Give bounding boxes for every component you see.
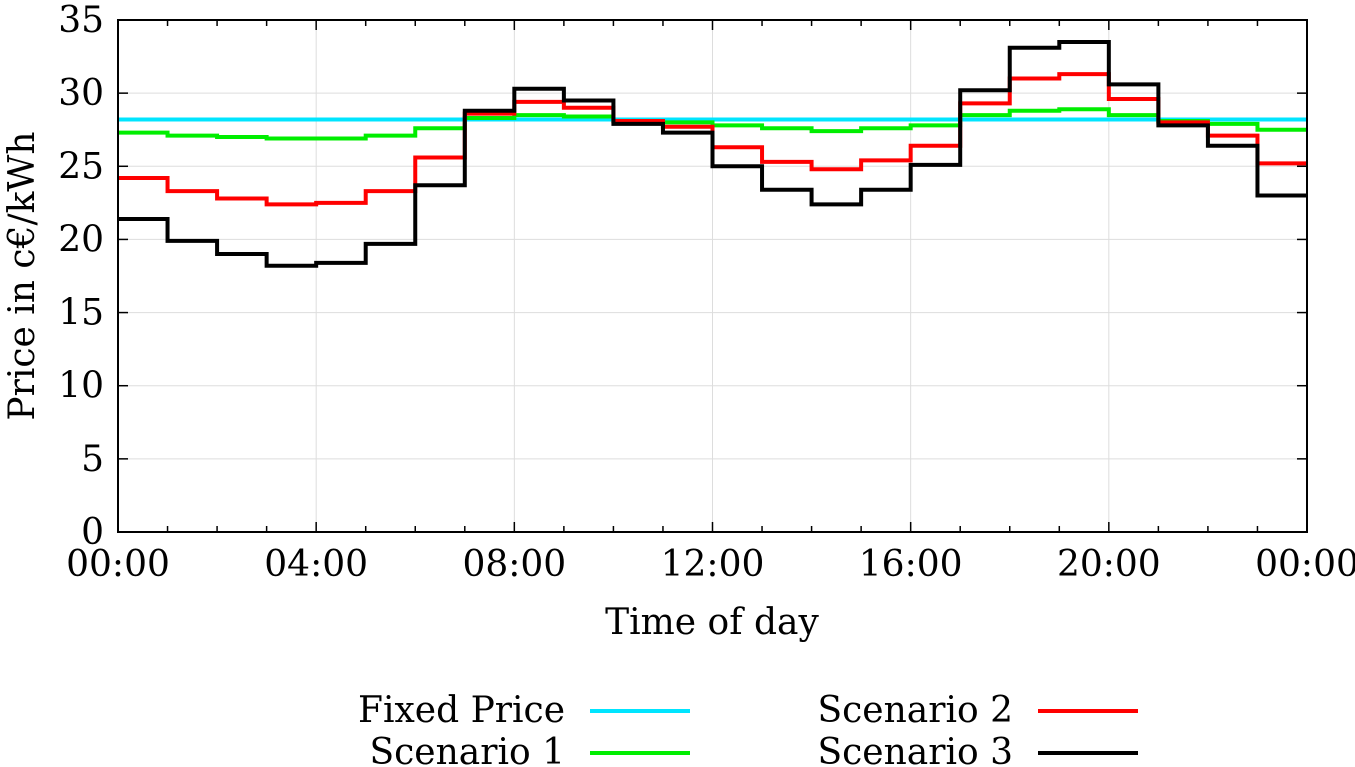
legend-label-scenario-1: Scenario 1 — [369, 732, 565, 767]
x-tick-label: 12:00 — [661, 544, 765, 585]
axis-tick-labels: 00:00 04:00 08:00 12:00 16:00 20:00 00:0005101… — [58, 0, 1355, 585]
series-line-scenario-3 — [118, 39, 1307, 268]
grid-lines — [118, 20, 1307, 532]
y-tick-label: 10 — [58, 366, 104, 407]
x-axis-title: Time of day — [605, 602, 819, 643]
y-tick-label: 25 — [58, 146, 104, 187]
y-tick-label: 15 — [58, 293, 104, 334]
y-tick-label: 20 — [58, 219, 104, 260]
x-tick-label: 04:00 — [264, 544, 368, 585]
y-tick-label: 30 — [58, 73, 104, 114]
x-tick-label: 08:00 — [462, 544, 566, 585]
legend-label-scenario-3: Scenario 3 — [817, 732, 1013, 767]
y-tick-label: 0 — [81, 512, 104, 553]
x-tick-label: 00:00 — [1255, 544, 1355, 585]
x-tick-label: 16:00 — [859, 544, 963, 585]
y-axis-title: Price in c€/kWh — [2, 131, 43, 420]
axis-ticks — [117, 19, 1308, 533]
x-tick-label: 00:00 — [66, 544, 170, 585]
legend-label-fixed-price: Fixed Price — [358, 690, 565, 731]
x-tick-label: 20:00 — [1057, 544, 1161, 585]
y-tick-label: 5 — [81, 439, 104, 480]
series-lines — [118, 39, 1307, 268]
y-tick-label: 35 — [58, 0, 104, 41]
legend-label-scenario-2: Scenario 2 — [817, 690, 1013, 731]
